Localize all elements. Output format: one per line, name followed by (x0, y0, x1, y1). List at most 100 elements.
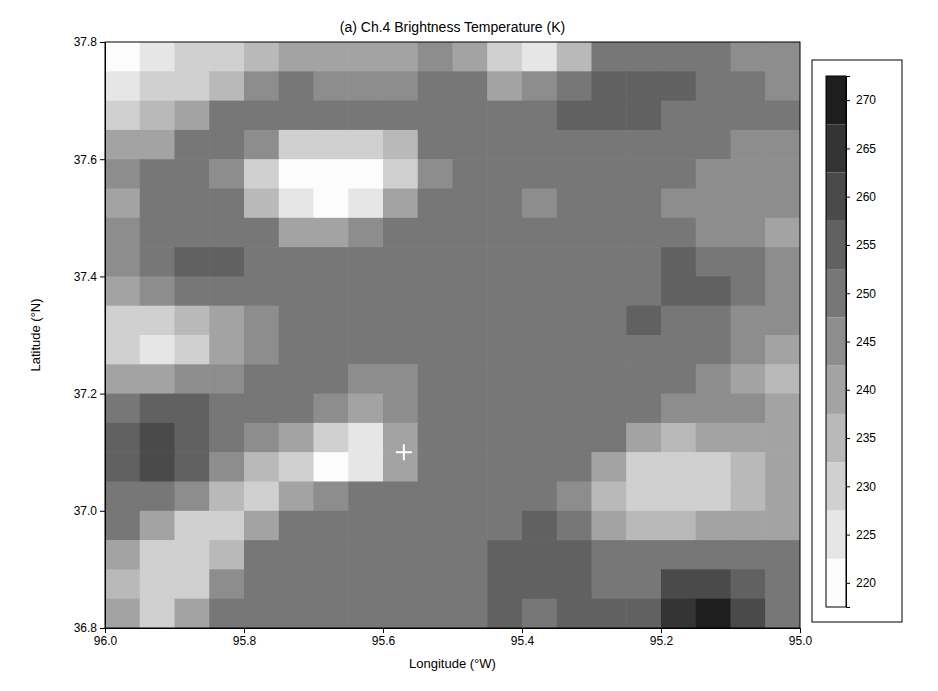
x-tick: 95.8 (233, 628, 257, 648)
heatmap-cell (453, 364, 488, 394)
colorbar-frame (812, 60, 902, 622)
heatmap-cell (661, 276, 696, 306)
heatmap-cell (105, 364, 140, 394)
colorbar-tick-mark (846, 293, 850, 294)
title: (a) Ch.4 Brightness Temperature (K) (340, 19, 565, 35)
x-tick-label: 96.0 (94, 634, 118, 648)
heatmap-cell (383, 189, 418, 219)
heatmap-cell (626, 423, 661, 453)
y-tick-label: 37.4 (74, 270, 98, 284)
colorbar-band (826, 269, 846, 317)
heatmap-cell (418, 130, 453, 160)
heatmap-cell (418, 452, 453, 482)
heatmap-cell (731, 159, 766, 189)
heatmap-cell (731, 218, 766, 248)
heatmap-cell (696, 540, 731, 570)
heatmap-cell (522, 482, 557, 512)
heatmap-cell (279, 511, 314, 541)
x-axis-line (106, 629, 801, 634)
heatmap-cell (661, 423, 696, 453)
heatmap-cell (348, 599, 383, 628)
colorbar-band (826, 462, 846, 510)
heatmap-cell (522, 452, 557, 482)
heatmap-cell (522, 569, 557, 599)
heatmap-cell (209, 159, 244, 189)
heatmap-cell (244, 511, 279, 541)
heatmap-cell (661, 130, 696, 160)
heatmap-cell (592, 276, 627, 306)
heatmap-cell (765, 423, 800, 453)
colorbar-tick-label: 240 (856, 383, 876, 397)
heatmap-cell (383, 482, 418, 512)
heatmap-cell (383, 599, 418, 628)
heatmap-cell (105, 42, 140, 72)
y-tick-mark (100, 42, 105, 43)
heatmap-cell (731, 101, 766, 131)
heatmap-cell (279, 423, 314, 453)
heatmap-cell (453, 71, 488, 101)
heatmap-cell (557, 71, 592, 101)
heatmap-cell (731, 540, 766, 570)
chart: 96.095.895.695.495.295.036.837.037.237.4… (0, 0, 938, 691)
heatmap-cell (557, 130, 592, 160)
heatmap-cell (453, 189, 488, 219)
colorbar-band (826, 559, 846, 607)
colorbar-tick-mark (846, 245, 850, 246)
colorbar-band (826, 76, 846, 124)
heatmap-cell (279, 364, 314, 394)
heatmap-cell (244, 218, 279, 248)
heatmap-cell (279, 335, 314, 365)
heatmap-cell (140, 306, 175, 336)
heatmap-cell (209, 189, 244, 219)
heatmap-cell (279, 159, 314, 189)
heatmap-cell (105, 306, 140, 336)
colorbar-axis-line (847, 77, 851, 608)
colorbar-outline (826, 76, 846, 607)
heatmap-cell (522, 364, 557, 394)
heatmap-cell (244, 247, 279, 277)
heatmap-cell (731, 247, 766, 277)
heatmap-cell (487, 247, 522, 277)
heatmap-cell (765, 452, 800, 482)
heatmap-cell (731, 130, 766, 160)
heatmap-cell (522, 71, 557, 101)
heatmap-cell (487, 276, 522, 306)
heatmap-cell (105, 189, 140, 219)
heatmap-cell (626, 189, 661, 219)
colorbar-tick: 235 (846, 431, 876, 445)
heatmap-cell (696, 71, 731, 101)
heatmap-cell (140, 189, 175, 219)
heatmap-cell (244, 394, 279, 424)
heatmap-cell (696, 599, 731, 628)
heatmap-cell (696, 423, 731, 453)
heatmap-cell (731, 42, 766, 72)
heatmap-cell (314, 511, 349, 541)
colorbar-band (826, 173, 846, 221)
heatmap-cell (140, 71, 175, 101)
x-tick-label: 95.4 (511, 634, 535, 648)
heatmap-cell (105, 159, 140, 189)
colorbar-tick-mark (846, 100, 850, 101)
heatmap-cell (661, 247, 696, 277)
heatmap-cell (696, 247, 731, 277)
colorbar-tick: 250 (846, 287, 876, 301)
heatmap-cell (175, 189, 210, 219)
heatmap-cell (175, 306, 210, 336)
heatmap-cell (175, 423, 210, 453)
heatmap-cell (105, 599, 140, 628)
heatmap-cell (279, 218, 314, 248)
heatmap-cell (279, 482, 314, 512)
y-tick: 37.0 (74, 504, 105, 518)
heatmap-cell (140, 276, 175, 306)
y-axis-title: Latitude (°N) (28, 298, 43, 371)
heatmap-cell (557, 218, 592, 248)
colorbar-tick-label: 260 (856, 190, 876, 204)
heatmap-cell (453, 101, 488, 131)
heatmap-cell (175, 159, 210, 189)
colorbar-tick: 245 (846, 335, 876, 349)
heatmap-cell (592, 189, 627, 219)
heatmap-cell (765, 599, 800, 628)
heatmap-cell (209, 101, 244, 131)
heatmap-cell (765, 101, 800, 131)
heatmap-cell (522, 101, 557, 131)
